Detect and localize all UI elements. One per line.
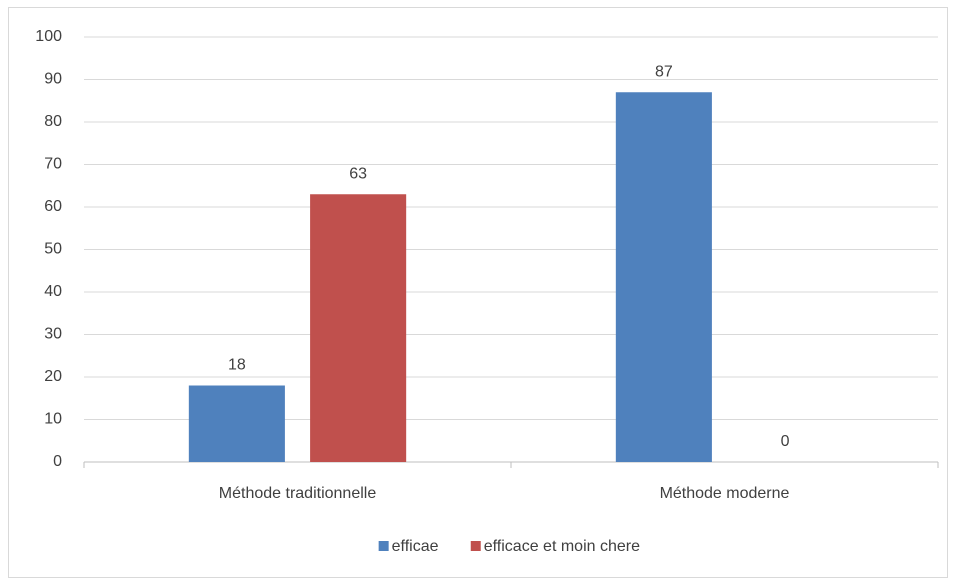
data-label: 87 [655, 63, 673, 80]
y-tick-label: 20 [44, 368, 62, 385]
legend-label: efficae [392, 538, 439, 555]
bar [615, 92, 712, 462]
y-tick-label: 10 [44, 411, 62, 428]
y-tick-label: 60 [44, 198, 62, 215]
legend-swatch [470, 541, 481, 551]
y-tick-label: 70 [44, 156, 62, 173]
y-tick-label: 40 [44, 283, 62, 300]
x-tick-label: Méthode moderne [660, 485, 790, 502]
legend-swatch [378, 541, 389, 551]
y-tick-label: 0 [53, 453, 62, 470]
y-tick-label: 100 [35, 28, 62, 45]
data-label: 63 [349, 165, 367, 182]
y-tick-label: 50 [44, 241, 62, 258]
data-label: 18 [228, 357, 246, 374]
bar [188, 385, 285, 462]
x-tick-label: Méthode traditionnelle [219, 485, 377, 502]
y-tick-label: 90 [44, 71, 62, 88]
y-tick-label: 80 [44, 113, 62, 130]
bar [310, 194, 407, 462]
y-tick-label: 30 [44, 326, 62, 343]
legend-label: efficace et moin chere [484, 538, 640, 555]
data-label: 0 [781, 433, 790, 450]
